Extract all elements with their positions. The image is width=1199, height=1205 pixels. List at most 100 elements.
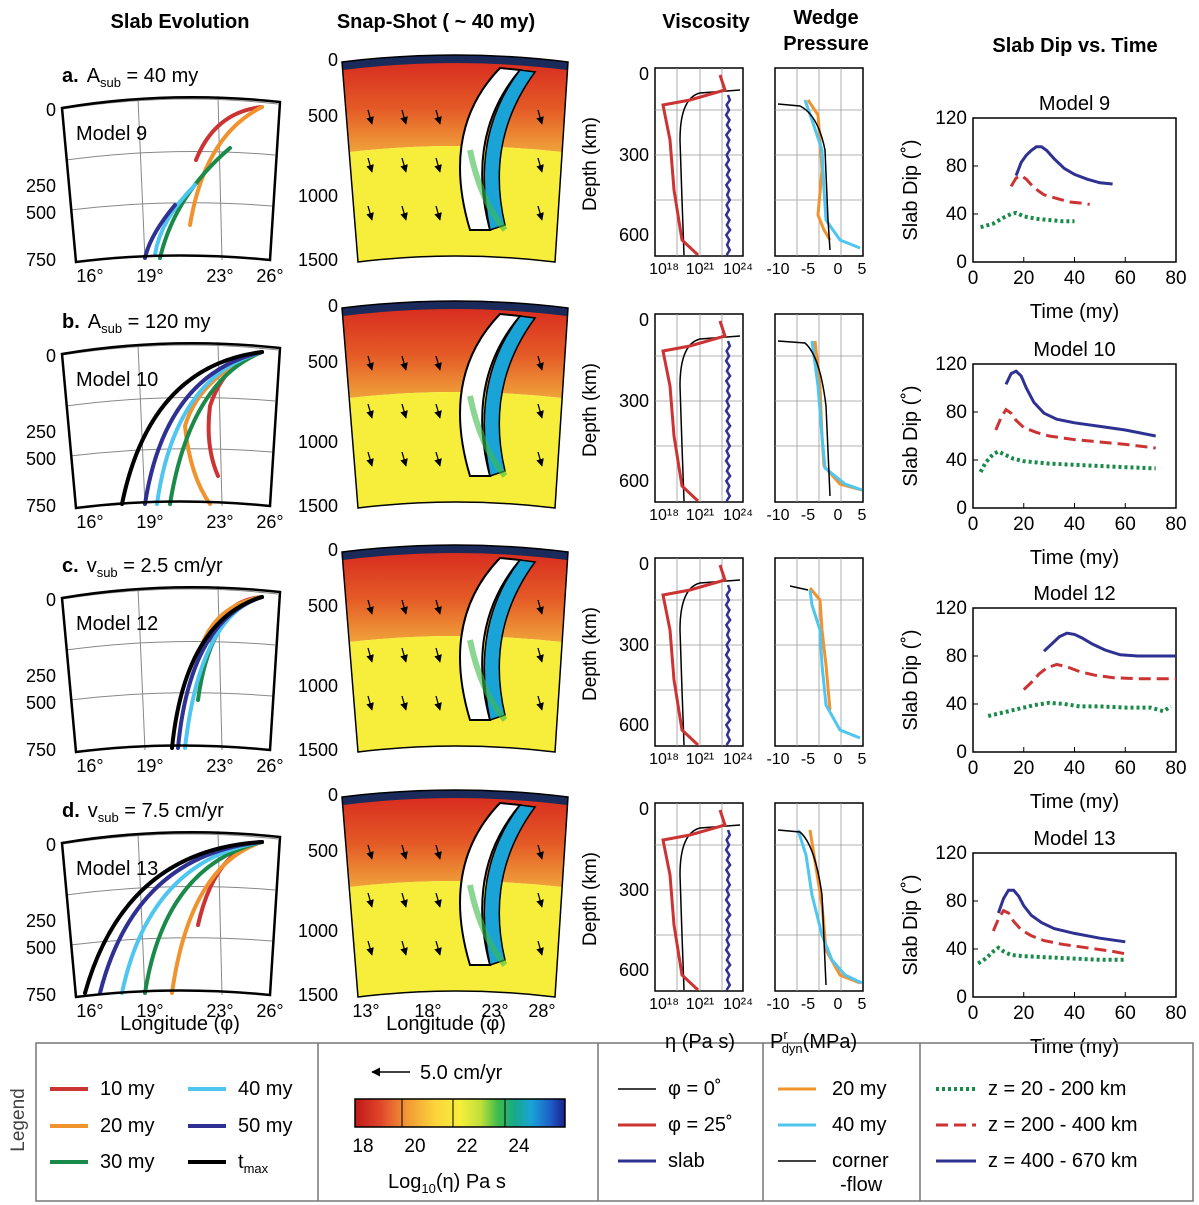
viscosity-frame — [654, 313, 744, 503]
slab-evolution-curve — [168, 350, 264, 506]
dip-series-line — [980, 210, 1075, 230]
depth-tick-label: 1000 — [298, 432, 338, 452]
legend-label: 20 my — [832, 1078, 886, 1100]
velocity-arrow — [536, 451, 544, 467]
velocity-reference-label: 5.0 cm/yr — [420, 1062, 503, 1084]
dip-chart-title: Model 12 — [1033, 583, 1115, 605]
pressure-profile — [803, 99, 861, 250]
evolution-frame — [60, 585, 282, 754]
dip-chart: 0 20 40 60 80 0 40 80 120 Model 10 Time (my) Slab D… — [900, 339, 1187, 569]
title-viscosity: Viscosity — [662, 11, 750, 33]
param-symbol: A — [88, 311, 102, 333]
slab-evolution-curve — [120, 350, 264, 506]
depth-tick-label: 0 — [46, 835, 56, 855]
snapshot-frame — [341, 300, 569, 509]
depth-tick-label: 600 — [619, 715, 649, 735]
pressure-panel: -10 -5 0 5 — [766, 557, 867, 768]
velocity-arrow — [434, 157, 442, 173]
depth-tick-label: 0 — [639, 64, 649, 84]
pressure-profile — [808, 587, 832, 711]
slab-evolution-curve — [158, 146, 232, 260]
y-tick-label: 40 — [946, 450, 967, 471]
depth-tick-label: 750 — [26, 985, 56, 1005]
pressure-tick-label: 0 — [834, 261, 843, 278]
pressure-tick-label: -5 — [801, 751, 815, 768]
profile-phi0 — [679, 579, 741, 746]
viscosity-frame — [654, 557, 744, 747]
param-value: = 40 my — [121, 65, 198, 87]
dip-chart-frame — [972, 363, 1177, 509]
x-tick-label: 40 — [1064, 514, 1085, 535]
y-tick-label: 40 — [946, 939, 967, 960]
title-snapshot: Snap-Shot ( ~ 40 my) — [337, 11, 535, 33]
dip-series-line — [1042, 631, 1176, 658]
slab-evolution-panel: 0 250 500 750 16° 19° 23° 26° Model 10 — [26, 341, 284, 532]
row-parameter-label: a. Asub = 40 my — [62, 65, 198, 90]
dip-x-axis-label: Time (my) — [1030, 301, 1119, 323]
slab-evolution-curve — [153, 183, 197, 257]
velocity-arrow — [536, 647, 544, 663]
upper-mantle-field — [342, 55, 568, 152]
longitude-tick-label: 13° — [352, 1001, 379, 1021]
dip-series-line — [996, 888, 1126, 944]
depth-tick-label: 1500 — [298, 250, 338, 270]
pressure-profile — [810, 340, 863, 492]
y-tick-label: 40 — [946, 694, 967, 715]
velocity-arrow — [366, 647, 374, 663]
y-tick-label: 40 — [946, 204, 967, 225]
legend-label: φ = 25˚ — [668, 1114, 733, 1136]
row-letter: b. — [62, 311, 80, 333]
longitude-tick-label: 23° — [206, 1001, 233, 1021]
evolution-frame — [60, 341, 282, 510]
velocity-arrow — [400, 892, 408, 908]
velocity-arrow — [366, 892, 374, 908]
dip-series-line — [994, 407, 1156, 450]
row-parameter-label: c. vsub = 2.5 cm/yr — [62, 555, 223, 580]
longitude-tick-label: 26° — [256, 266, 283, 286]
pressure-x-axis-label: Pr dyn(MPa) — [770, 1027, 857, 1056]
x-tick-label: 60 — [1115, 1003, 1136, 1024]
snapshot-panel: 0 500 1000 1500 — [298, 296, 569, 516]
velocity-arrow — [536, 599, 544, 615]
pressure-tick-label: -10 — [766, 507, 789, 524]
pressure-tick-label: 5 — [858, 996, 867, 1013]
velocity-arrow — [400, 940, 408, 956]
depth-tick-label: 500 — [26, 938, 56, 958]
slab-evolution-curve — [194, 105, 264, 162]
evolution-frame — [60, 95, 282, 264]
velocity-arrow — [400, 109, 408, 125]
param-subscript: sub — [98, 810, 119, 825]
slab-evolution-curve — [83, 840, 264, 995]
pdyn-superscript: r — [783, 1027, 788, 1042]
pressure-profile — [808, 829, 861, 985]
grid-line — [65, 150, 276, 161]
dip-x-axis-label: Time (my) — [1030, 1036, 1119, 1058]
velocity-arrow — [434, 451, 442, 467]
snapshot-panel: 0 500 1000 1500 — [298, 50, 569, 270]
velocity-arrow — [400, 403, 408, 419]
depth-tick-label: 1500 — [298, 496, 338, 516]
velocity-arrow — [366, 403, 374, 419]
longitude-tick-label: 16° — [76, 512, 103, 532]
dip-series-line — [978, 449, 1156, 473]
model-label: Model 13 — [76, 858, 158, 880]
velocity-arrow — [434, 109, 442, 125]
lower-mantle-field — [350, 392, 562, 508]
slab-body — [483, 69, 537, 231]
dip-y-axis-label: Slab Dip (˚) — [900, 874, 922, 975]
snapshot-panel: 0 500 1000 1500 13° 18° 23° 28° — [298, 785, 569, 1021]
profile-slab — [724, 584, 732, 746]
snapshot-panel: 0 500 1000 1500 — [298, 540, 569, 760]
slab-tail — [467, 884, 508, 967]
viscosity-tick-label: 10²¹ — [686, 751, 714, 768]
grid-line — [137, 832, 146, 996]
slab-tail — [467, 639, 508, 722]
velocity-arrow — [536, 109, 544, 125]
colorbar — [354, 1098, 566, 1128]
velocity-arrow — [366, 940, 374, 956]
x-tick-label: 60 — [1115, 268, 1136, 289]
depth-tick-label: 300 — [619, 145, 649, 165]
longitude-tick-label: 23° — [481, 1001, 508, 1021]
x-tick-label: 0 — [968, 758, 979, 779]
